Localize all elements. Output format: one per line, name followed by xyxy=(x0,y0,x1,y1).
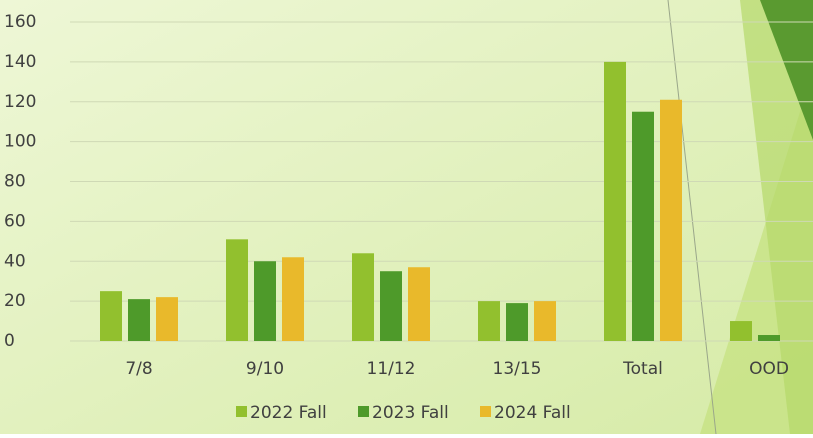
y-tick-label: 0 xyxy=(4,331,15,351)
bar xyxy=(534,301,556,341)
legend-swatch xyxy=(358,406,369,417)
y-tick-label: 140 xyxy=(4,52,36,72)
x-tick-label: 9/10 xyxy=(246,359,284,379)
bar xyxy=(156,297,178,341)
bar xyxy=(632,112,654,341)
bar xyxy=(352,253,374,341)
legend-swatch xyxy=(480,406,491,417)
x-tick-label: Total xyxy=(622,359,663,379)
y-tick-label: 80 xyxy=(4,172,26,192)
bar xyxy=(506,303,528,341)
bar xyxy=(226,239,248,341)
bar xyxy=(478,301,500,341)
legend-label: 2023 Fall xyxy=(372,403,449,423)
x-tick-label: OOD xyxy=(749,359,789,379)
y-tick-label: 40 xyxy=(4,251,26,271)
bar xyxy=(128,299,150,341)
bar xyxy=(758,335,780,341)
bar xyxy=(730,321,752,341)
bar xyxy=(408,267,430,341)
bar xyxy=(254,261,276,341)
legend-swatch xyxy=(236,406,247,417)
y-tick-label: 120 xyxy=(4,92,36,112)
y-tick-label: 100 xyxy=(4,132,36,152)
legend-label: 2022 Fall xyxy=(250,403,327,423)
bar xyxy=(100,291,122,341)
chart: 0 20 40 60 80 100 120 140 160 7/8 9/10 11/12 13/15 To… xyxy=(0,0,813,434)
x-tick-label: 7/8 xyxy=(125,359,152,379)
legend-label: 2024 Fall xyxy=(494,403,571,423)
y-tick-label: 160 xyxy=(4,12,36,32)
bar xyxy=(604,62,626,341)
x-tick-label: 11/12 xyxy=(367,359,416,379)
y-tick-label: 60 xyxy=(4,211,26,231)
bar xyxy=(282,257,304,341)
y-tick-label: 20 xyxy=(4,291,26,311)
bar xyxy=(660,100,682,341)
x-tick-label: 13/15 xyxy=(493,359,542,379)
bar xyxy=(380,271,402,341)
